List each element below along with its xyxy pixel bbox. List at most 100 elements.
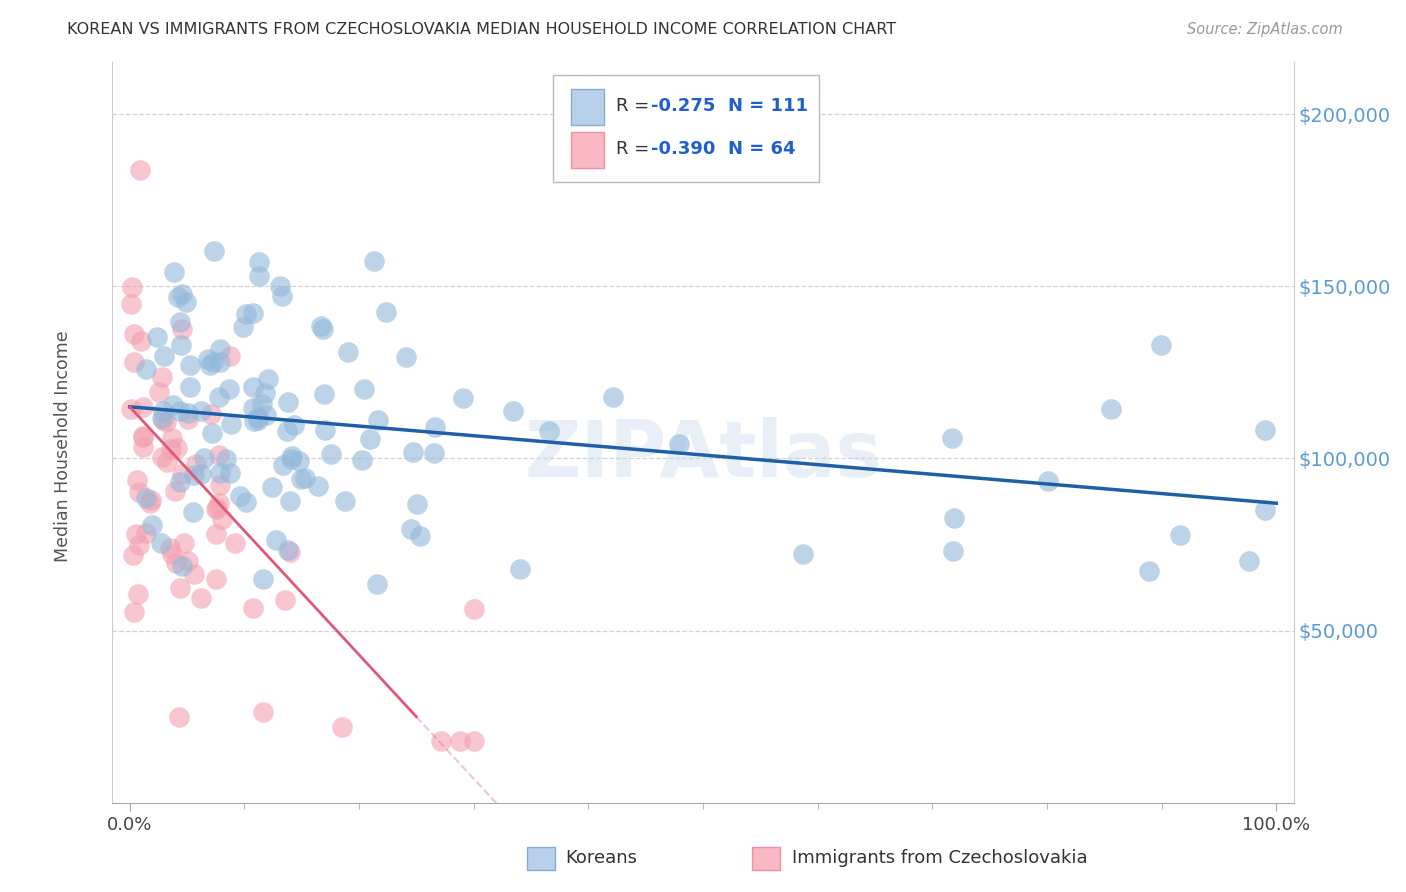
Point xyxy=(179,358,201,372)
Point xyxy=(1254,503,1277,517)
Point xyxy=(941,431,963,445)
Point xyxy=(122,355,145,369)
Point xyxy=(159,541,181,556)
Point xyxy=(125,473,148,487)
Point xyxy=(294,471,316,485)
Point xyxy=(366,577,388,591)
Point xyxy=(205,502,228,516)
Point xyxy=(179,380,201,394)
Point xyxy=(204,244,226,258)
Point xyxy=(247,268,270,283)
Point xyxy=(209,355,232,369)
Text: KOREAN VS IMMIGRANTS FROM CZECHOSLOVAKIA MEDIAN HOUSEHOLD INCOME CORRELATION CHA: KOREAN VS IMMIGRANTS FROM CZECHOSLOVAKIA… xyxy=(67,22,897,37)
Point xyxy=(193,451,215,466)
Point xyxy=(312,387,335,401)
Point xyxy=(124,327,146,342)
Point xyxy=(792,547,814,561)
Point xyxy=(375,305,398,319)
Text: Source: ZipAtlas.com: Source: ZipAtlas.com xyxy=(1187,22,1343,37)
Point xyxy=(132,401,155,415)
FancyBboxPatch shape xyxy=(571,89,603,125)
Point xyxy=(183,566,205,581)
Point xyxy=(243,415,266,429)
Point xyxy=(162,398,184,412)
Point xyxy=(242,380,264,394)
Point xyxy=(211,512,233,526)
Point xyxy=(278,545,301,559)
Point xyxy=(122,605,145,619)
Point xyxy=(281,449,304,463)
Point xyxy=(266,533,288,547)
Text: Immigrants from Czechoslovakia: Immigrants from Czechoslovakia xyxy=(792,849,1087,867)
Point xyxy=(430,734,453,748)
Point xyxy=(274,592,297,607)
Point xyxy=(311,319,333,334)
Point xyxy=(170,338,193,352)
Point xyxy=(125,526,148,541)
Text: -0.275: -0.275 xyxy=(651,97,716,115)
Point xyxy=(1168,528,1191,542)
Point xyxy=(200,407,222,421)
Point xyxy=(169,475,191,490)
Point xyxy=(538,424,561,438)
Point xyxy=(366,413,388,427)
Point xyxy=(1099,402,1122,417)
Point xyxy=(131,334,153,348)
Point xyxy=(224,536,246,550)
Point xyxy=(135,491,157,505)
Point xyxy=(170,558,193,573)
Point xyxy=(352,453,374,467)
Point xyxy=(186,457,208,471)
Point xyxy=(169,315,191,329)
Point xyxy=(463,601,485,615)
Point xyxy=(312,322,335,336)
Point xyxy=(1137,564,1160,578)
Point xyxy=(190,467,212,481)
Point xyxy=(277,542,299,557)
Point xyxy=(363,254,385,268)
Point xyxy=(250,397,273,411)
Point xyxy=(1150,337,1173,351)
Point xyxy=(162,431,184,445)
Point xyxy=(208,496,231,510)
Point xyxy=(132,430,155,444)
Point xyxy=(173,535,195,549)
Point xyxy=(218,349,240,363)
Point xyxy=(132,440,155,454)
Point xyxy=(502,404,524,418)
Point xyxy=(1254,423,1277,437)
Point xyxy=(190,591,212,605)
Point xyxy=(290,472,312,486)
Point xyxy=(283,418,305,433)
Point xyxy=(152,450,174,465)
Point xyxy=(207,390,229,404)
Point xyxy=(152,413,174,427)
Text: R =: R = xyxy=(616,97,655,115)
FancyBboxPatch shape xyxy=(571,132,603,168)
Point xyxy=(121,548,143,562)
Point xyxy=(256,372,278,386)
Point xyxy=(247,413,270,427)
Point xyxy=(128,538,150,552)
Point xyxy=(219,466,242,480)
Point xyxy=(128,485,150,500)
Point xyxy=(401,445,423,459)
Point xyxy=(395,351,418,365)
Point xyxy=(405,497,427,511)
Point xyxy=(150,535,173,549)
Point xyxy=(201,425,224,440)
Text: ZIPAtlas: ZIPAtlas xyxy=(524,417,882,493)
Point xyxy=(463,734,485,748)
Point xyxy=(190,404,212,418)
Point xyxy=(166,441,188,455)
Point xyxy=(202,355,225,369)
Point xyxy=(150,411,173,425)
Point xyxy=(228,489,250,503)
Point xyxy=(135,525,157,540)
Point xyxy=(141,517,163,532)
Point xyxy=(209,343,232,357)
Point xyxy=(242,306,264,320)
Point xyxy=(167,709,190,723)
Point xyxy=(205,526,228,541)
Text: -0.390: -0.390 xyxy=(651,140,716,158)
